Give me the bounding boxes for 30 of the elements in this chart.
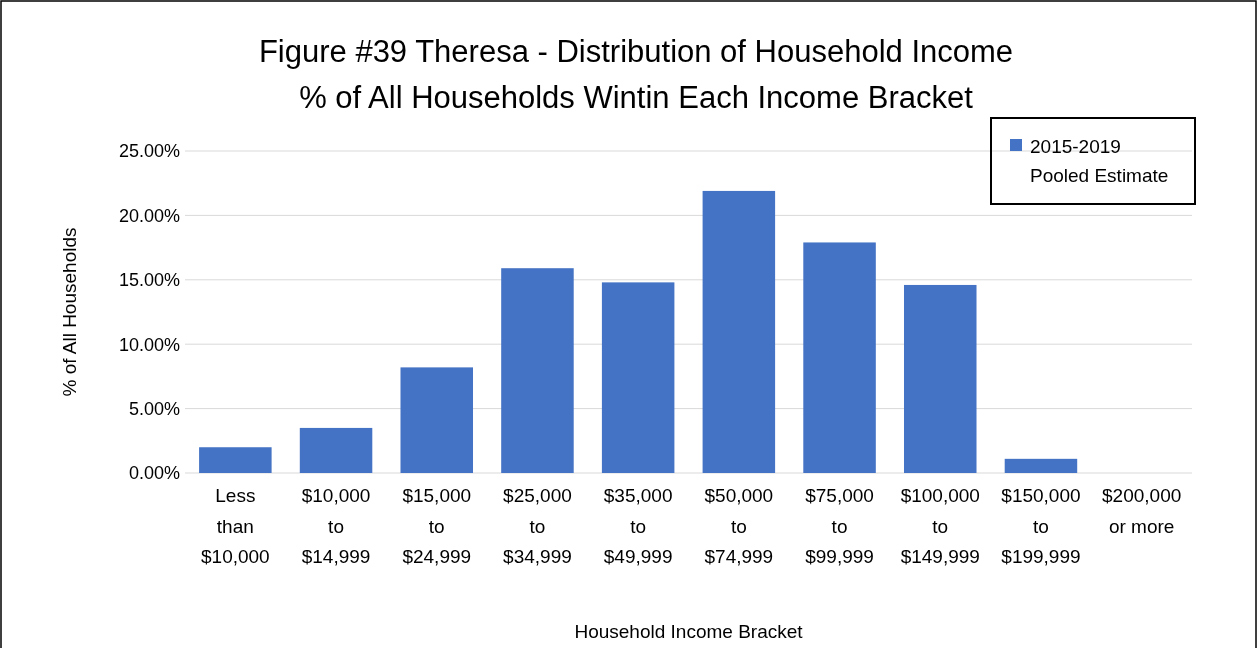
bar [803, 242, 876, 473]
y-tick-label: 5.00% [128, 398, 180, 419]
bar [501, 268, 574, 473]
y-tick-label: 20.00% [118, 205, 180, 226]
x-tick-label: Less than $10,000 [201, 485, 270, 567]
chart-subtitle: % of All Households Wintin Each Income Bracket [299, 80, 974, 115]
chart-title: Figure #39 Theresa - Distribution of Household Income [258, 34, 1014, 69]
bar [601, 282, 675, 473]
y-tick-label: 0.00% [128, 463, 180, 484]
y-tick-label: 15.00% [118, 270, 180, 291]
bar [400, 367, 473, 473]
bar [299, 427, 373, 473]
legend-label: 2015-2019 Pooled Estimate [1030, 136, 1169, 186]
x-tick-label: $200,000 or more [1102, 485, 1182, 537]
y-axis-title: % of All Households [59, 227, 80, 397]
bar [199, 447, 272, 473]
x-axis-title: Household Income Bracket [574, 621, 804, 642]
x-tick-label: $75,000 to $99,999 [805, 485, 874, 567]
x-tick-label: $50,000 to $74,999 [704, 485, 774, 567]
x-tick-label: $25,000 to $34,999 [503, 485, 572, 567]
x-tick-label: $35,000 to $49,999 [603, 485, 673, 567]
x-tick-label: $10,000 to $14,999 [301, 485, 371, 567]
x-tick-label: $100,000 to $149,999 [900, 485, 980, 567]
y-tick-label: 10.00% [118, 334, 180, 355]
y-tick-label: 25.00% [118, 141, 180, 162]
x-tick-label: $15,000 to $24,999 [402, 485, 472, 567]
bar [1004, 458, 1078, 473]
x-tick-label: $150,000 to $199,999 [1001, 485, 1081, 567]
bar [904, 284, 977, 473]
bar [702, 190, 776, 473]
